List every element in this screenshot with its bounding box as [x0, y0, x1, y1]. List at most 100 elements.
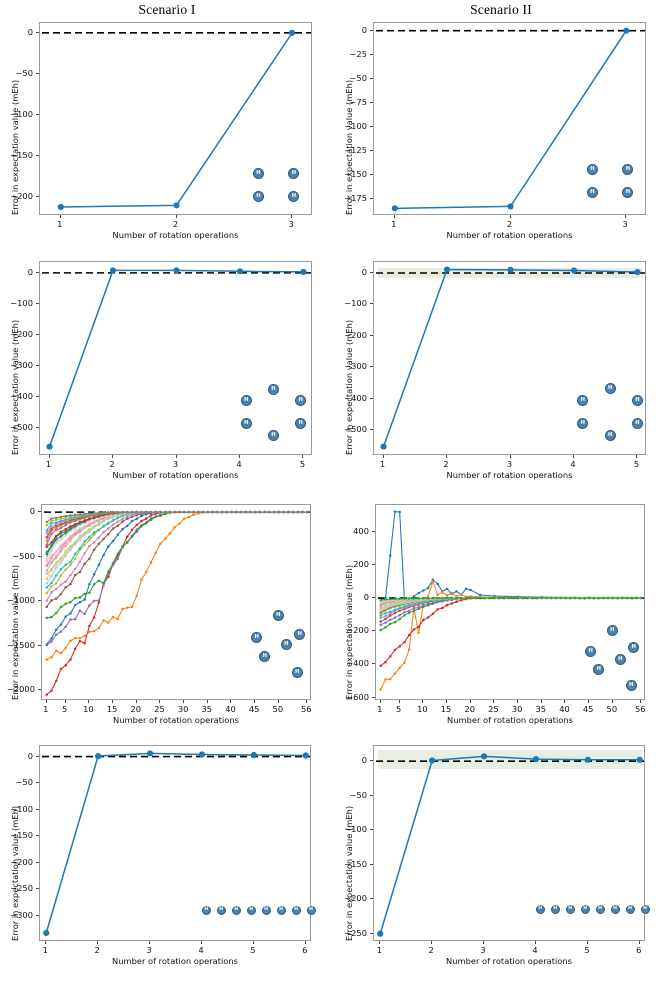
molecule-atom-hydrogen: H [267, 430, 279, 442]
y-axis-tick-label: 0 [361, 755, 367, 766]
x-axis-tick-mark [135, 700, 137, 703]
x-axis-tick-mark [446, 455, 447, 458]
y-axis-tick-mark [36, 364, 39, 366]
plot-lines-row4-scenarioII [376, 753, 644, 937]
y-axis-label: Error in expectation value (mEh) [10, 805, 20, 941]
x-axis-tick-label: 2 [109, 459, 115, 469]
y-axis-tick-mark [370, 197, 373, 199]
molecule-atom-hydrogen: H [276, 906, 286, 916]
y-axis-tick-label: −300 [10, 359, 33, 370]
x-axis-tick-label: 2 [443, 459, 449, 469]
y-axis-tick-mark [370, 53, 373, 55]
molecule-atom-hydrogen: H [610, 905, 620, 915]
y-axis-tick-label: −100 [10, 297, 33, 308]
plot-panel-row4-scenarioII: H H H H H H H H 0 −50 −100 −150 −200 −250 1 2 3 4 5 6 Number… [334, 735, 668, 982]
x-axis-tick-mark [291, 215, 293, 218]
y-axis-tick-mark [370, 760, 373, 762]
y-axis-tick-mark [370, 77, 373, 79]
y-axis-tick-label: −50 [15, 777, 33, 788]
x-axis-tick-mark [112, 700, 114, 703]
y-axis-tick-label: 0 [361, 267, 367, 277]
molecule-atom-hydrogen: H [295, 395, 307, 407]
molecule-atom-hydrogen: H [295, 418, 307, 430]
x-axis-tick-label: 45 [582, 704, 594, 714]
molecule-atom-hydrogen: H [291, 667, 303, 679]
y-axis-tick-mark [38, 689, 41, 691]
molecule-atom-hydrogen: H [252, 168, 264, 180]
x-axis-tick-mark [277, 700, 279, 703]
plot-lines-row1-scenarioI [42, 29, 311, 211]
x-axis-tick-mark [183, 700, 185, 703]
x-axis-tick-label: 50 [272, 704, 284, 714]
molecule-atom-hydrogen: H [291, 906, 301, 916]
y-axis-tick-label: 400 [353, 525, 369, 536]
y-axis-tick-mark [36, 888, 39, 890]
x-axis-tick-label: 3 [506, 459, 513, 469]
x-axis-tick-label: 20 [130, 704, 142, 714]
y-axis-tick-label: 0 [29, 506, 35, 517]
x-axis-tick-label: 3 [288, 219, 294, 229]
molecule-atom-hydrogen: H [622, 187, 634, 199]
y-axis-tick-label: −300 [10, 909, 33, 920]
y-axis-tick-mark [36, 113, 39, 115]
chemical-accuracy-band [378, 750, 642, 769]
molecule-atom-hydrogen: H [625, 679, 637, 691]
x-axis-tick-mark [382, 455, 384, 458]
y-axis-tick-mark [370, 829, 373, 831]
y-axis-tick-mark [38, 644, 41, 646]
y-axis-tick-mark [36, 72, 39, 74]
x-axis-tick-mark [572, 455, 574, 458]
x-axis-tick-mark [175, 215, 177, 218]
x-axis-tick-label: 10 [83, 704, 94, 714]
x-axis-tick-label: 6 [636, 945, 642, 955]
y-axis-tick-mark [36, 31, 39, 33]
x-axis-tick-mark [238, 455, 240, 458]
y-axis-tick-mark [370, 149, 373, 151]
y-axis-tick-mark [370, 794, 373, 796]
y-axis-tick-mark [36, 427, 39, 429]
y-axis-tick-mark [370, 898, 373, 900]
y-axis-tick-label: −250 [344, 927, 367, 938]
x-axis-tick-mark [252, 941, 254, 944]
x-axis-tick-mark [611, 700, 613, 703]
molecule-atom-hydrogen: H [622, 164, 634, 176]
x-axis-tick-label: 40 [559, 704, 570, 714]
x-axis-tick-mark [64, 700, 66, 703]
y-axis-tick-mark [370, 29, 373, 31]
x-axis-tick-label: 15 [106, 704, 118, 714]
molecule-atom-hydrogen: H [586, 187, 598, 199]
x-axis-label: Number of rotation operations [112, 470, 239, 480]
y-axis-tick-mark [372, 663, 375, 665]
x-axis-tick-mark [483, 941, 485, 944]
column-title-scenario-2: Scenario II [470, 2, 532, 17]
y-axis-tick-mark [372, 563, 375, 565]
y-axis-tick-mark [372, 597, 375, 599]
molecule-atom-hydrogen: H [240, 418, 252, 430]
plot-panel-row2-scenarioI: H H H H H H 0 −100 −200 −300 −400 −500 1 2 3 4 5 Number o… [0, 245, 334, 490]
molecule-atom-hydrogen: H [267, 383, 279, 395]
x-axis-tick-mark [588, 700, 590, 703]
y-axis-tick-mark [370, 101, 373, 103]
plot-panel-row3-scenarioII: H H H H H H 400 200 0 −200 −400 −600 1 5 10 15 20 25 30 35 4… [334, 490, 668, 735]
y-axis-tick-label: −50 [15, 67, 33, 78]
y-axis-tick-mark [372, 630, 375, 632]
x-axis-tick-mark [304, 941, 306, 944]
molecule-atom-hydrogen: H [240, 395, 252, 407]
y-axis-tick-mark [370, 125, 373, 127]
molecule-atom-hydrogen: H [577, 394, 589, 406]
plot-lines-row2-scenarioI [42, 267, 311, 450]
y-axis-tick-label: −2000 [6, 684, 35, 695]
y-axis-tick-mark [36, 271, 39, 273]
y-axis-tick-mark [370, 397, 373, 399]
x-axis-tick-mark [509, 215, 511, 218]
x-axis-tick-label: 30 [511, 704, 523, 714]
y-axis-label: Error in expectation value (mEh) [10, 319, 20, 455]
x-axis-tick-mark [97, 941, 99, 944]
molecule-atom-hydrogen: H [251, 631, 263, 643]
x-axis-tick-label: 2 [172, 219, 179, 229]
y-axis-tick-label: −1500 [6, 639, 35, 650]
plot-panel-row1-scenarioI: H H H H 0 −50 −100 −150 −200 1 2 3 Number of rotatio… [0, 0, 334, 245]
